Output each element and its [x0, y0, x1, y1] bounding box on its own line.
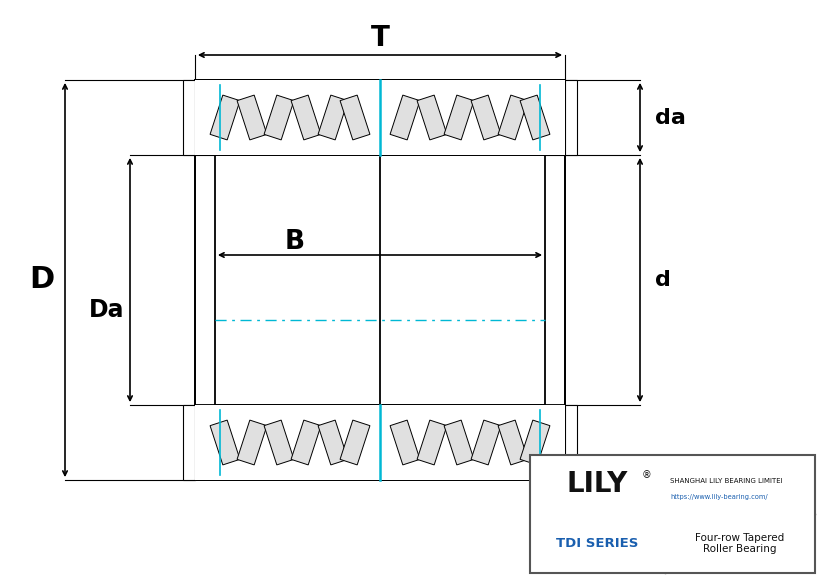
Text: SHANGHAI LILY BEARING LIMITEΙ: SHANGHAI LILY BEARING LIMITEΙ	[669, 478, 782, 484]
Text: Da: Da	[89, 298, 125, 322]
Text: B: B	[284, 229, 304, 255]
Polygon shape	[519, 95, 549, 140]
Polygon shape	[417, 420, 447, 465]
Text: Four-row Tapered
Roller Bearing: Four-row Tapered Roller Bearing	[695, 533, 784, 555]
Polygon shape	[210, 95, 240, 140]
Polygon shape	[183, 405, 195, 480]
Polygon shape	[318, 420, 347, 465]
Polygon shape	[390, 420, 419, 465]
Text: LILY: LILY	[566, 470, 628, 498]
Polygon shape	[237, 420, 266, 465]
Polygon shape	[564, 405, 576, 480]
Polygon shape	[443, 420, 473, 465]
Polygon shape	[264, 420, 294, 465]
Text: https://www.lily-bearing.com/: https://www.lily-bearing.com/	[669, 494, 767, 501]
Polygon shape	[195, 405, 380, 480]
Polygon shape	[264, 95, 294, 140]
Polygon shape	[390, 95, 419, 140]
Polygon shape	[237, 95, 266, 140]
Polygon shape	[443, 95, 473, 140]
Polygon shape	[529, 455, 814, 573]
Polygon shape	[318, 95, 347, 140]
Polygon shape	[519, 420, 549, 465]
Polygon shape	[471, 95, 500, 140]
Polygon shape	[183, 80, 195, 155]
Polygon shape	[498, 420, 528, 465]
Text: TDI SERIES: TDI SERIES	[556, 537, 638, 550]
Polygon shape	[498, 95, 528, 140]
Polygon shape	[380, 405, 564, 480]
Polygon shape	[195, 80, 380, 155]
Polygon shape	[195, 80, 564, 480]
Polygon shape	[291, 95, 321, 140]
Text: D: D	[29, 266, 55, 294]
Text: da: da	[654, 108, 685, 128]
Polygon shape	[340, 420, 370, 465]
Polygon shape	[210, 420, 240, 465]
Text: T: T	[370, 24, 389, 52]
Polygon shape	[417, 95, 447, 140]
Polygon shape	[291, 420, 321, 465]
Polygon shape	[471, 420, 500, 465]
Text: ®: ®	[642, 470, 651, 480]
Polygon shape	[340, 95, 370, 140]
Text: d: d	[654, 270, 670, 290]
Polygon shape	[380, 80, 564, 155]
Polygon shape	[564, 80, 576, 155]
